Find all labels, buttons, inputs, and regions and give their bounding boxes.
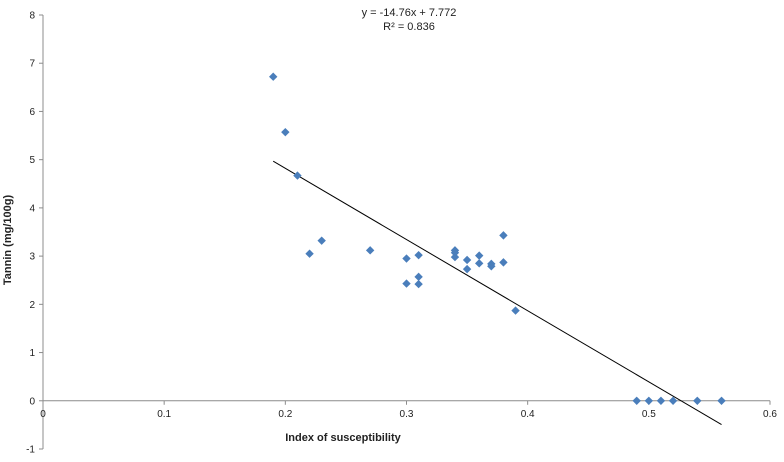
trendline <box>272 160 722 426</box>
x-tick-label: 0.3 <box>400 409 414 420</box>
data-point <box>717 396 726 405</box>
x-tick-label: 0.6 <box>763 409 777 420</box>
data-points <box>269 72 726 405</box>
data-point <box>511 306 520 315</box>
y-tick-label: 4 <box>29 203 35 214</box>
x-tick-label: 0.1 <box>157 409 171 420</box>
y-tick-label: 2 <box>29 300 35 311</box>
data-point <box>462 264 472 274</box>
y-tick-label: 0 <box>29 396 35 407</box>
data-point <box>475 259 484 268</box>
data-point <box>450 252 460 262</box>
data-point <box>317 236 326 245</box>
chart-labels: y = -14.76x + 7.772 R² = 0.836 Index of … <box>2 7 456 444</box>
data-point <box>450 248 460 257</box>
data-point <box>414 279 423 289</box>
data-point <box>462 255 472 265</box>
data-point <box>475 251 484 260</box>
x-tick-label: 0.4 <box>521 409 535 420</box>
y-tick-label: 5 <box>29 155 35 166</box>
r-squared-label: R² = 0.836 <box>383 21 435 33</box>
data-point <box>414 250 423 260</box>
data-point <box>365 246 375 255</box>
data-point <box>632 396 641 405</box>
data-point <box>656 396 666 405</box>
y-tick-label: 3 <box>29 252 35 263</box>
data-point <box>668 396 678 405</box>
trendline-equation: y = -14.76x + 7.772 <box>362 7 457 19</box>
y-tick-label: -1 <box>26 445 35 456</box>
x-tick-label: 0.2 <box>278 409 292 420</box>
data-point <box>281 127 290 137</box>
trendline-layer <box>272 160 722 426</box>
y-tick-label: 8 <box>29 11 35 22</box>
data-point <box>414 272 423 282</box>
y-tick-label: 1 <box>29 348 35 359</box>
data-point <box>305 249 314 258</box>
data-point <box>269 72 278 81</box>
y-tick-label: 6 <box>29 107 35 118</box>
data-point <box>644 396 654 405</box>
axes: -1 0 1 2 3 4 5 6 7 8 0 0.1 0.2 0.3 0.4 0.5 0.6 <box>26 11 777 456</box>
data-point <box>402 254 411 263</box>
y-axis-title: Tannin (mg/100g) <box>2 195 14 286</box>
y-tick-label: 7 <box>29 59 35 70</box>
data-point <box>499 231 508 240</box>
data-point <box>487 262 496 271</box>
data-point <box>499 258 508 267</box>
data-point <box>693 396 702 405</box>
data-point <box>293 171 302 180</box>
x-tick-label: 0 <box>40 409 46 420</box>
x-axis-title: Index of susceptibility <box>285 432 401 444</box>
x-tick-label: 0.5 <box>642 409 656 420</box>
data-point <box>402 279 411 288</box>
